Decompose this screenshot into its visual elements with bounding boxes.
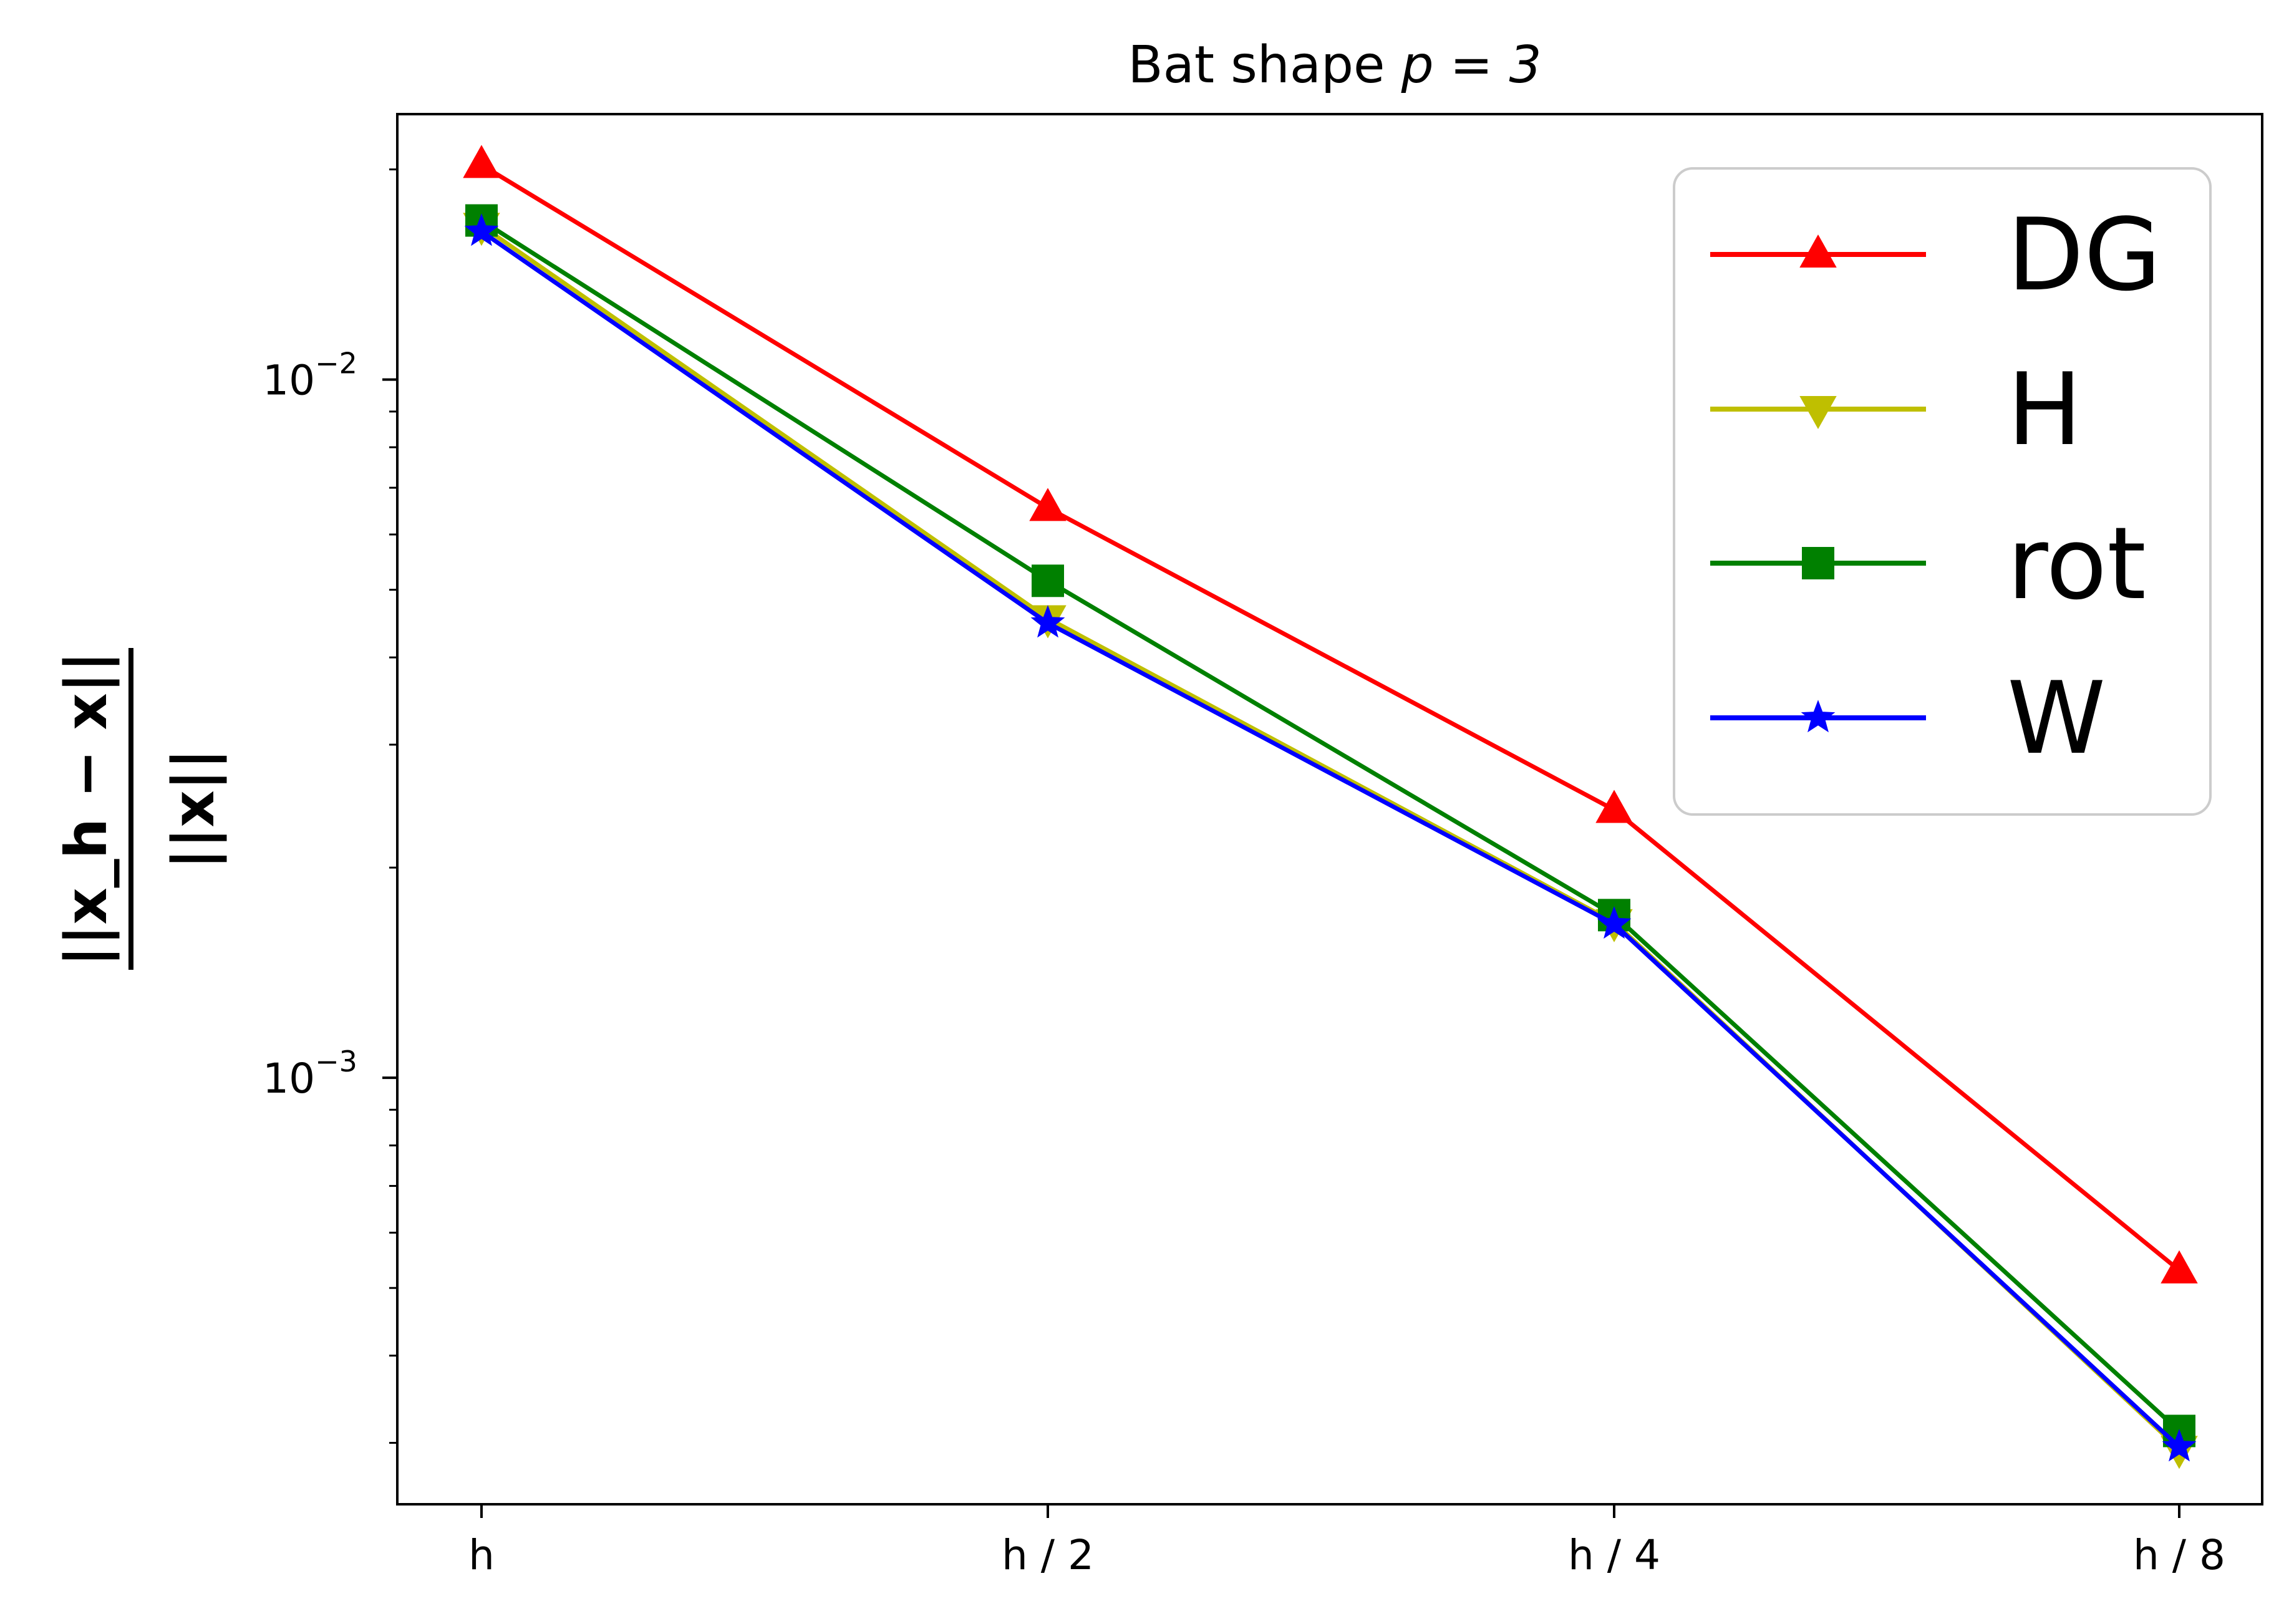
legend-marker-h [1799,396,1837,430]
data-point-dg [1595,790,1633,823]
y-tick-label-base: 10 [263,1055,315,1103]
data-point-dg [1029,488,1067,521]
y-tick-label: 10−2 [263,347,357,405]
series-line-dg [480,163,2181,1272]
x-tick-label: h / 8 [2133,1531,2225,1579]
series-line-w [480,230,2181,1449]
legend-frame [1673,167,2212,816]
legend-label-rot: rot [2007,505,2146,622]
data-point-dg [463,145,500,178]
legend-marker-dg [1799,234,1837,268]
series-line-rot [480,218,2181,1433]
y-tick-label-exponent: −2 [315,347,357,380]
legend-marker-w [1801,700,1836,733]
legend-marker-rot [1802,547,1834,579]
y-tick-label: 10−3 [263,1045,357,1103]
y-axis-label-denominator: ||x|| [160,748,227,869]
y-axis-label-numerator: ||x_h − x|| [53,651,120,967]
chart-title-math: p = 3 [1401,36,1542,95]
x-tick-label: h / 4 [1568,1531,1660,1579]
y-tick-label-base: 10 [263,357,315,405]
data-point-w [464,213,499,246]
data-point-dg [2161,1250,2198,1283]
legend-label-w: W [2007,660,2106,776]
x-tick-label: h [468,1531,495,1579]
chart-title-text: Bat shape [1128,36,1401,95]
data-point-w [1030,605,1065,638]
legend-label-dg: DG [2007,196,2161,313]
y-tick-label-exponent: −3 [315,1045,357,1078]
data-point-w [2162,1429,2197,1462]
legend-label-h: H [2007,351,2082,468]
plot-frame [396,113,2263,1506]
chart-title: Bat shape p = 3 [1128,36,1541,95]
data-point-rot [1032,564,1064,597]
x-tick-label: h / 2 [1002,1531,1094,1579]
data-point-w [1597,906,1632,939]
series-layer [463,145,2198,1469]
y-axis-label: ||x_h − x|| ||x|| [53,648,227,970]
